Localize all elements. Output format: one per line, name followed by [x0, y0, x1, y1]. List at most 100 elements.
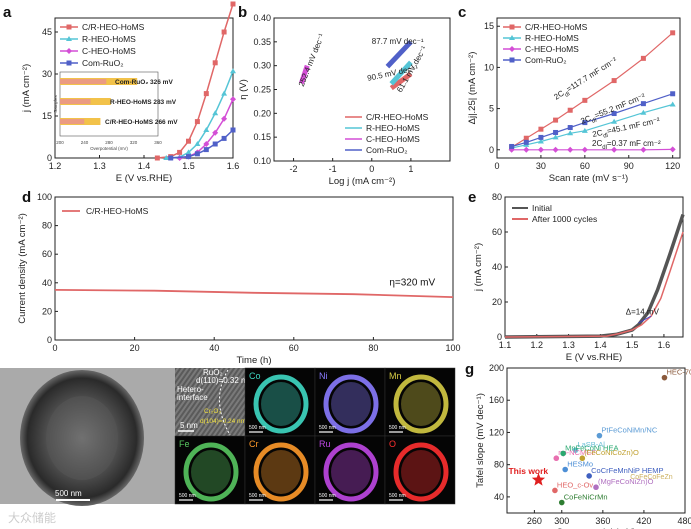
y-tick-label: 0.40 [253, 13, 271, 23]
chart-a: 1.2 1.3 1.4 1.5 1.6 0 15 30 45 E (V vs.RHE) j (mA … [21, 1, 239, 184]
data-point [670, 30, 676, 36]
hrtem-label-d104: d(104)=0.24 nm [200, 418, 246, 425]
x-tick-label: 0 [369, 164, 374, 174]
scatter-point [553, 455, 560, 462]
y-tick-label: 0.25 [253, 85, 271, 95]
x-tick-label: 1.3 [562, 340, 575, 350]
panel-label-e: e [468, 189, 476, 206]
cdl-annotation: 2Cdl=45.1 mF cm⁻² [592, 116, 662, 142]
inset-bar-label: C/R-HEO-HoMS 266 mV [105, 119, 178, 126]
chart-g: 260 300 360 420 480 40 80 120 160 200 Overpotentia… [475, 363, 691, 529]
x-tick-label: 1.2 [49, 161, 62, 171]
x-tick-label: 0 [52, 343, 57, 353]
y-tick-label: 0 [47, 153, 52, 163]
extra-point-label: CoFeCoFeZn [630, 474, 673, 481]
scatter-point [552, 487, 558, 494]
eds-ring [393, 374, 449, 434]
data-point [670, 91, 676, 97]
inset-bar-overlay [60, 79, 107, 84]
x-tick-label: 260 [527, 516, 542, 526]
legend-entry: C/R-HEO-HoMS [366, 112, 429, 122]
data-point [567, 130, 574, 136]
x-tick-label: 420 [636, 516, 651, 526]
eds-fill [331, 382, 371, 426]
chart-e: 1.1 1.2 1.3 1.4 1.5 1.6 0 20 40 60 80 E (V vs.RHE) j… [473, 192, 685, 363]
y-tick-label: 40 [42, 278, 52, 288]
y-tick-label: 80 [494, 460, 504, 470]
point-label: CoCrFeMnNiP HEMP [591, 466, 663, 475]
legend-marker [66, 48, 72, 54]
y-tick-label: 40 [494, 492, 504, 502]
y-tick-label: 10 [484, 62, 494, 72]
eds-scalebar-label: 500 nm [319, 493, 336, 499]
data-point [538, 126, 544, 132]
data-point [669, 146, 676, 153]
cdl-subscript: dl [602, 145, 607, 151]
eds-element-label: Mn [389, 371, 402, 381]
scatter-point [596, 432, 603, 439]
cdl-value: =0.37 mF cm⁻² [607, 139, 661, 148]
eds-element-label: Ru [319, 439, 331, 449]
after-cycles-curve [504, 231, 684, 338]
point-label: np-NCMCF [558, 448, 596, 457]
inset-y-label: Samples [53, 95, 58, 113]
data-point [523, 146, 530, 153]
data-point [203, 141, 210, 147]
data-point [230, 68, 236, 74]
eds-scalebar-label: 500 nm [389, 425, 406, 431]
inset-x-tick-label: 200 [56, 140, 64, 145]
y-tick-label: 20 [42, 306, 52, 316]
legend-entry: Com-RuO₂ [82, 58, 124, 68]
panel-label-b: b [238, 4, 247, 21]
point-label: This work [508, 466, 548, 476]
y-tick-label: 0.30 [253, 61, 271, 71]
eds-ring [393, 442, 449, 502]
data-point [194, 119, 200, 125]
y-tick-label: 15 [42, 111, 52, 121]
point-label: CoFeNiCrMn [564, 493, 608, 502]
data-point [509, 143, 515, 149]
data-point [203, 147, 209, 153]
eds-fill [401, 450, 441, 494]
legend-entry: C-HEO-HoMS [366, 134, 420, 144]
y-tick-label: 5 [489, 104, 494, 114]
eds-element-label: Co [249, 371, 261, 381]
x-axis-label: Log j (mA cm⁻²) [329, 176, 396, 187]
x-tick-label: 360 [595, 516, 610, 526]
x-tick-label: -2 [290, 164, 298, 174]
y-tick-label: 200 [489, 363, 504, 373]
data-point [567, 146, 574, 153]
cdl-prefix: 2C [592, 128, 604, 139]
x-tick-label: 60 [289, 343, 299, 353]
data-point [212, 141, 218, 147]
point-this-work [531, 473, 546, 486]
legend-marker [66, 24, 72, 30]
eds-scalebar-label: 500 nm [179, 493, 196, 499]
data-point [186, 154, 191, 160]
hrtem-interface-line [219, 369, 231, 436]
x-tick-label: 0 [494, 161, 499, 171]
x-tick-label: 1.5 [626, 340, 639, 350]
x-tick-label: 1.3 [93, 161, 106, 171]
data-point [581, 146, 588, 153]
x-tick-label: 1.4 [594, 340, 607, 350]
data-point [611, 118, 618, 124]
eds-element-label: O [389, 439, 396, 449]
data-point [523, 135, 529, 141]
scatter-point [560, 450, 566, 457]
y-tick-label: 40 [492, 262, 502, 272]
legend-marker [509, 57, 515, 63]
data-point [230, 1, 236, 7]
y-tick-label: 160 [489, 395, 504, 405]
data-point [212, 60, 218, 66]
plot-frame [496, 17, 681, 159]
overpotential-annotation: η=320 mV [389, 278, 435, 289]
point-label: (FeCoNiCoZn)O [584, 448, 639, 457]
data-point [611, 146, 618, 153]
legend-entry: C/R-HEO-HoMS [82, 22, 145, 32]
data-point [221, 90, 228, 96]
scatter-point [558, 499, 565, 506]
y-tick-label: 30 [42, 69, 52, 79]
scatter-point [579, 455, 586, 462]
inset-bar-label: R-HEO-HoMS 283 mV [110, 99, 177, 106]
